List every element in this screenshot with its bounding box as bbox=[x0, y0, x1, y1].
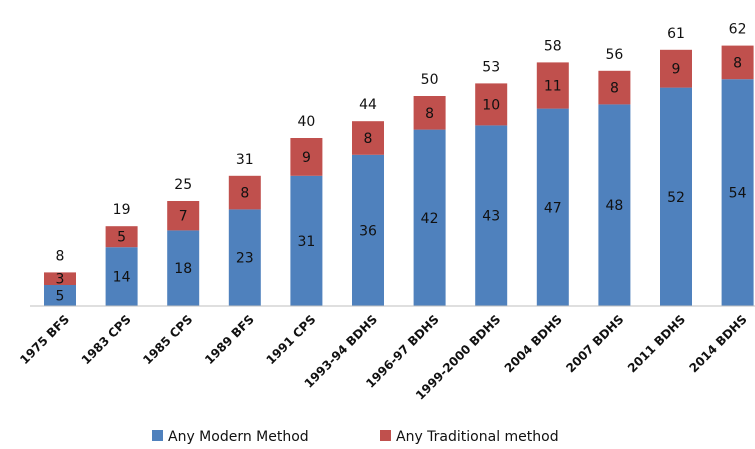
x-tick-label: 1991 CPS bbox=[263, 312, 318, 367]
bar-traditional bbox=[44, 272, 76, 285]
data-label-traditional: 11 bbox=[544, 79, 562, 95]
bar-modern bbox=[475, 125, 508, 307]
legend-item-modern: Any Modern Method bbox=[152, 429, 309, 445]
bar-traditional bbox=[598, 70, 631, 105]
bar-traditional bbox=[536, 62, 569, 109]
bar-modern bbox=[598, 104, 631, 307]
total-label: 56 bbox=[605, 47, 623, 63]
data-label-traditional: 8 bbox=[240, 186, 249, 202]
x-tick-label: 1989 BFS bbox=[202, 312, 257, 367]
data-label-traditional: 8 bbox=[610, 81, 619, 97]
x-tick-label: 1983 CPS bbox=[79, 312, 134, 367]
data-label-modern: 18 bbox=[174, 261, 192, 277]
bar-traditional bbox=[167, 201, 200, 231]
data-label-traditional: 8 bbox=[733, 55, 742, 71]
data-label-modern: 31 bbox=[297, 234, 315, 250]
legend-swatch-modern bbox=[152, 430, 163, 441]
total-label: 58 bbox=[544, 38, 562, 54]
bar-modern bbox=[44, 285, 76, 306]
bar-traditional bbox=[721, 45, 754, 80]
x-tick-label: 2004 BDHS bbox=[502, 312, 565, 375]
legend-swatch-traditional bbox=[380, 430, 391, 441]
total-label: 61 bbox=[667, 26, 685, 42]
bar-modern bbox=[228, 209, 261, 306]
x-tick-label: 2011 BDHS bbox=[625, 312, 688, 375]
total-label: 53 bbox=[482, 59, 500, 75]
data-label-modern: 14 bbox=[113, 270, 131, 286]
bar-modern bbox=[290, 175, 323, 306]
plot-area: 5381451918725238313194036844428504310534… bbox=[44, 22, 754, 307]
bar-modern bbox=[167, 230, 200, 306]
bar-modern bbox=[660, 87, 692, 306]
legend-label-traditional: Any Traditional method bbox=[396, 429, 559, 445]
x-tick-label: 1985 CPS bbox=[140, 312, 195, 367]
data-label-traditional: 10 bbox=[482, 97, 500, 113]
total-label: 8 bbox=[56, 248, 65, 264]
x-tick-label: 2014 BDHS bbox=[687, 312, 750, 375]
data-label-modern: 43 bbox=[482, 209, 500, 225]
bar-traditional bbox=[290, 138, 323, 176]
data-label-modern: 42 bbox=[421, 211, 439, 227]
x-tick-label: 2007 BDHS bbox=[563, 312, 626, 375]
bar-modern bbox=[536, 108, 569, 306]
category-labels: 1975 BFS 1983 CPS 1985 CPS 1989 BFS 1991 CPS… bbox=[17, 312, 749, 402]
bar-traditional bbox=[228, 175, 261, 210]
legend: Any Modern Method Any Traditional method bbox=[152, 429, 559, 445]
data-label-modern: 5 bbox=[56, 289, 65, 305]
data-label-traditional: 9 bbox=[302, 150, 311, 166]
data-label-traditional: 3 bbox=[56, 272, 65, 288]
bar-modern bbox=[413, 129, 446, 306]
bar-modern bbox=[352, 154, 384, 306]
bar-traditional bbox=[352, 121, 384, 155]
total-label: 25 bbox=[174, 177, 192, 193]
bar-traditional bbox=[475, 83, 508, 126]
total-label: 19 bbox=[113, 202, 131, 218]
total-label: 50 bbox=[421, 72, 439, 88]
x-tick-label: 1975 BFS bbox=[17, 312, 72, 367]
data-label-modern: 23 bbox=[236, 251, 254, 267]
bar-traditional bbox=[413, 96, 446, 130]
total-label: 62 bbox=[729, 22, 747, 38]
bar-modern bbox=[105, 247, 138, 306]
bar-modern bbox=[721, 79, 754, 306]
data-label-traditional: 8 bbox=[425, 106, 434, 122]
bar-traditional bbox=[660, 49, 692, 88]
data-label-modern: 48 bbox=[605, 198, 623, 214]
data-label-modern: 47 bbox=[544, 200, 562, 216]
total-label: 44 bbox=[359, 97, 377, 113]
data-label-traditional: 8 bbox=[364, 131, 373, 147]
total-label: 31 bbox=[236, 152, 254, 168]
data-label-modern: 36 bbox=[359, 223, 377, 239]
total-label: 40 bbox=[297, 114, 315, 130]
data-label-modern: 52 bbox=[667, 190, 685, 206]
data-label-traditional: 5 bbox=[117, 230, 126, 246]
legend-item-traditional: Any Traditional method bbox=[380, 429, 559, 445]
data-label-traditional: 9 bbox=[672, 62, 681, 78]
data-label-modern: 54 bbox=[729, 186, 747, 202]
bar-traditional bbox=[105, 226, 138, 248]
legend-label-modern: Any Modern Method bbox=[168, 429, 309, 445]
data-label-traditional: 7 bbox=[179, 209, 188, 225]
